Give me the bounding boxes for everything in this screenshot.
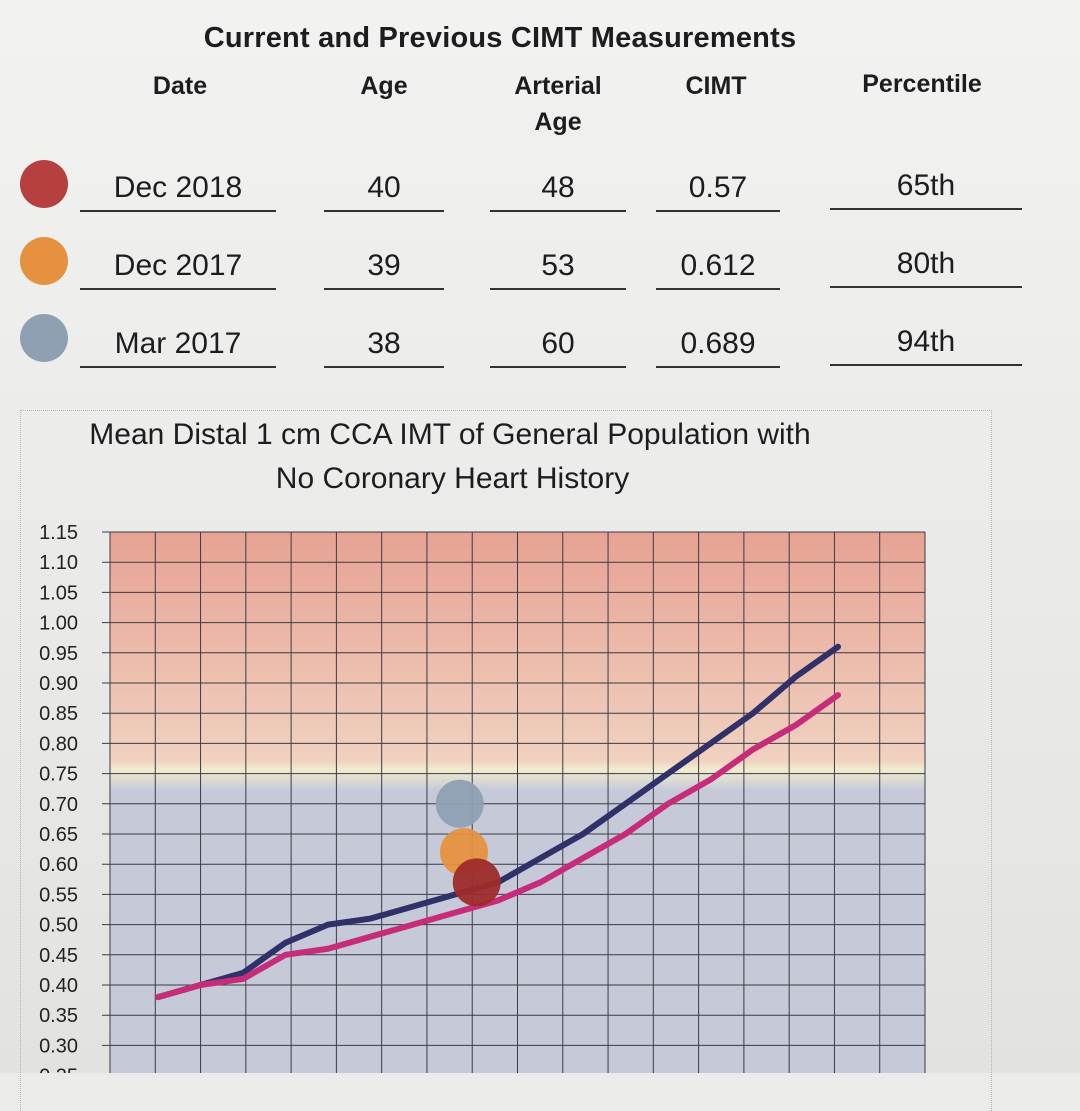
table-title: Current and Previous CIMT Measurements	[203, 22, 797, 54]
row-3-date: Mar 2017	[80, 322, 276, 368]
row-2-age: 39	[324, 244, 444, 290]
header-arterial-age: Arterial Age	[514, 72, 602, 136]
chart-frame	[20, 410, 992, 1111]
header-date: Date	[152, 72, 208, 100]
y-tick-label: 1.15	[39, 522, 78, 544]
header-cimt: CIMT	[685, 72, 747, 100]
row-2-arterial-age: 53	[490, 244, 626, 290]
row-1-arterial-age: 48	[490, 166, 626, 212]
y-tick-label: 0.35	[39, 1005, 78, 1027]
y-tick-label: 0.95	[39, 643, 78, 665]
y-tick-label: 0.60	[39, 854, 78, 876]
measurement-point-1	[435, 779, 484, 828]
row-1-cimt: 0.57	[656, 166, 780, 212]
row-2-cimt: 0.612	[656, 244, 780, 290]
row-3-cimt: 0.689	[656, 322, 780, 368]
cimt-chart: 1.15 1.10 1.05 1.00 0.95 0.90 0.85 0.80 0.75 0.70…	[39, 522, 926, 1073]
y-tick-label: 0.80	[39, 733, 78, 755]
row-3-age: 38	[324, 322, 444, 368]
chart-title-line2: No Coronary Heart History	[275, 462, 630, 495]
row-1-date: Dec 2018	[80, 166, 276, 212]
legend-dot-mar-2017	[20, 314, 68, 362]
y-tick-label: 0.65	[39, 824, 78, 846]
y-tick-label: 0.90	[39, 673, 78, 695]
y-tick-label: 0.50	[39, 915, 78, 937]
row-1-age: 40	[324, 166, 444, 212]
y-tick-label: 0.25	[39, 1066, 78, 1073]
row-1-percentile: 65th	[830, 164, 1022, 210]
y-tick-label: 0.30	[39, 1035, 78, 1057]
y-tick-label: 0.45	[39, 945, 78, 967]
row-2-percentile: 80th	[830, 242, 1022, 288]
chart-title-line1: Mean Distal 1 cm CCA IMT of General Popu…	[89, 418, 811, 451]
y-tick-label: 0.70	[39, 794, 78, 816]
row-3-percentile: 94th	[830, 320, 1022, 366]
y-tick-label: 0.75	[39, 764, 78, 786]
y-tick-label: 1.00	[39, 613, 78, 635]
legend-dot-dec-2017	[20, 237, 68, 285]
header-age: Age	[360, 72, 408, 100]
y-tick-label: 0.85	[39, 703, 78, 725]
series-line-2	[155, 692, 841, 1001]
row-2-date: Dec 2017	[80, 244, 276, 290]
measurement-point-3	[452, 858, 501, 907]
row-3-arterial-age: 60	[490, 322, 626, 368]
y-tick-label: 0.40	[39, 975, 78, 997]
y-tick-label: 1.10	[39, 552, 78, 574]
y-tick-label: 0.55	[39, 884, 78, 906]
y-tick-label: 1.05	[39, 582, 78, 604]
header-percentile: Percentile	[862, 70, 982, 98]
legend-dot-dec-2018	[20, 160, 68, 208]
